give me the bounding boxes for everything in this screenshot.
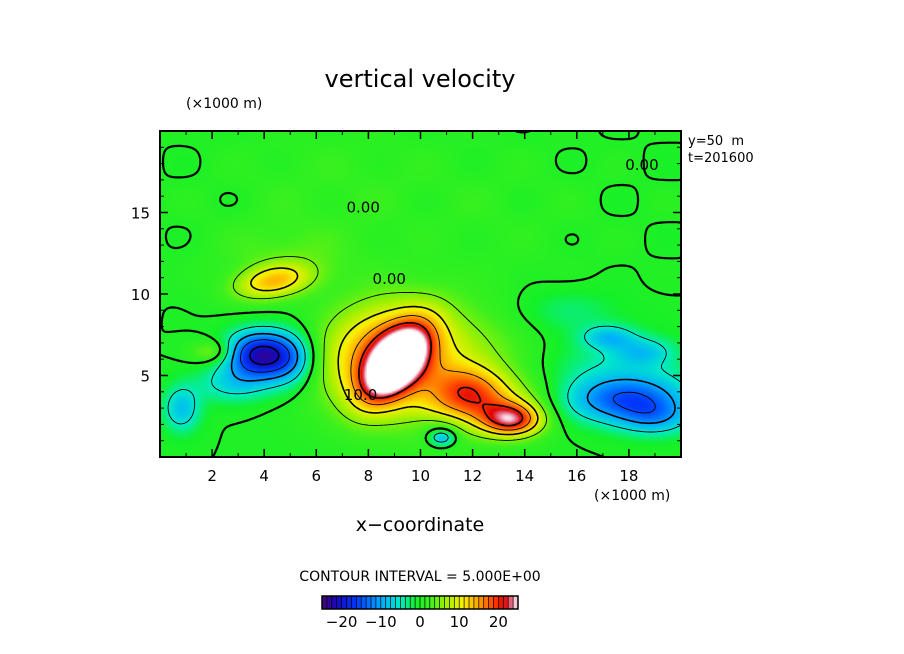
contour-lines	[160, 131, 681, 457]
x-axis: 2 4 6 8 10 12 14 16 18	[185, 131, 656, 485]
colorbar-bin	[439, 596, 445, 609]
colorbar-bin	[400, 596, 406, 609]
colorbar-bin	[488, 596, 494, 609]
x-axis-label: x−coordinate	[356, 514, 485, 536]
contour-labels: 0.00 0.00 0.00 10.0	[344, 156, 659, 404]
colorbar-bin	[326, 596, 333, 609]
colorbar-bin	[410, 596, 416, 609]
x-tick-label: 6	[312, 467, 322, 485]
colorbar-frame	[321, 595, 519, 610]
colorbar-bin	[395, 596, 401, 609]
y-tick-label: 15	[131, 205, 150, 223]
x-tick-label: 14	[515, 467, 534, 485]
colorbar-bin	[498, 596, 504, 609]
y-axis: 5 10 15	[131, 146, 681, 442]
colorbar-bin	[493, 596, 499, 609]
colorbar	[321, 595, 519, 610]
colorbar-bin	[469, 596, 475, 609]
colorbar-bin	[322, 596, 328, 609]
contour-level--20	[249, 345, 280, 366]
colorbar-bin	[473, 596, 480, 609]
colorbar-tick-label: 20	[489, 613, 508, 631]
x-tick-label: 10	[411, 467, 430, 485]
colorbar-bin	[420, 596, 426, 609]
contour-label: 10.0	[344, 386, 377, 404]
x-axis-unit: (×1000 m)	[594, 488, 670, 504]
colorbar-bin	[415, 596, 421, 609]
x-tick-label: 8	[364, 467, 374, 485]
colorbar-tick-label: −20	[326, 613, 358, 631]
colorbar-bin	[454, 596, 460, 609]
colorbar-tick-label: 0	[415, 613, 425, 631]
colorbar-bin	[385, 596, 391, 609]
colorbar-bin	[341, 596, 347, 609]
info-y: y=50 m	[688, 134, 744, 149]
y-tick-label: 10	[131, 286, 150, 304]
colorbar-bin	[375, 596, 382, 609]
colorbar-bin	[464, 596, 470, 609]
contour-level-5	[232, 256, 548, 441]
colorbar-bin	[336, 596, 342, 609]
colorbar-tick-label: 10	[450, 613, 469, 631]
contour-label: 0.00	[373, 270, 406, 288]
plot-area: 0.00 0.00 0.00 10.0	[160, 131, 681, 457]
colorbar-bin	[503, 596, 509, 609]
contour-label: 0.00	[625, 156, 658, 174]
colorbar-bin	[405, 596, 411, 609]
colorbar-bin	[459, 596, 465, 609]
colorbar-tick-labels: −20 −10 0 10 20	[326, 613, 508, 631]
colorbar-bin	[346, 596, 352, 609]
x-tick-label: 4	[259, 467, 269, 485]
colorbar-bin	[366, 596, 372, 609]
colorbar-bin	[483, 596, 489, 609]
colorbar-bin	[449, 596, 455, 609]
colorbar-bin	[478, 596, 484, 609]
x-tick-label: 12	[463, 467, 482, 485]
colorbar-bin	[371, 596, 377, 609]
colorbar-bin	[513, 596, 519, 609]
y-axis-unit: (×1000 m)	[186, 96, 262, 112]
contour-level-15	[350, 315, 531, 431]
contour-level--10	[230, 332, 676, 425]
colorbar-bin	[434, 596, 440, 609]
contour-level-20	[358, 322, 524, 427]
chart-title: vertical velocity	[325, 65, 516, 93]
x-tick-label: 16	[567, 467, 586, 485]
colorbar-bin	[351, 596, 357, 609]
contour-label: 0.00	[346, 199, 379, 217]
contour-level--5	[167, 325, 681, 443]
colorbar-bin	[444, 596, 450, 609]
colorbar-bin	[390, 596, 396, 609]
colorbar-bin	[380, 596, 386, 609]
colorbar-bin	[508, 596, 514, 609]
x-tick-label: 18	[619, 467, 638, 485]
colorbar-bin	[356, 596, 362, 609]
colorbar-bin	[424, 596, 431, 609]
colorbar-tick-label: −10	[365, 613, 397, 631]
contour-interval-text: CONTOUR INTERVAL = 5.000E+00	[299, 569, 540, 585]
x-tick-label: 2	[207, 467, 217, 485]
contour-level-10	[250, 267, 539, 436]
colorbar-bin	[361, 596, 367, 609]
y-tick-label: 5	[140, 368, 150, 386]
colorbar-bin	[331, 596, 337, 609]
contour-level--15	[240, 339, 656, 414]
heatmap-field	[160, 131, 681, 457]
colorbar-bin	[429, 596, 435, 609]
info-t: t=201600	[688, 151, 754, 166]
